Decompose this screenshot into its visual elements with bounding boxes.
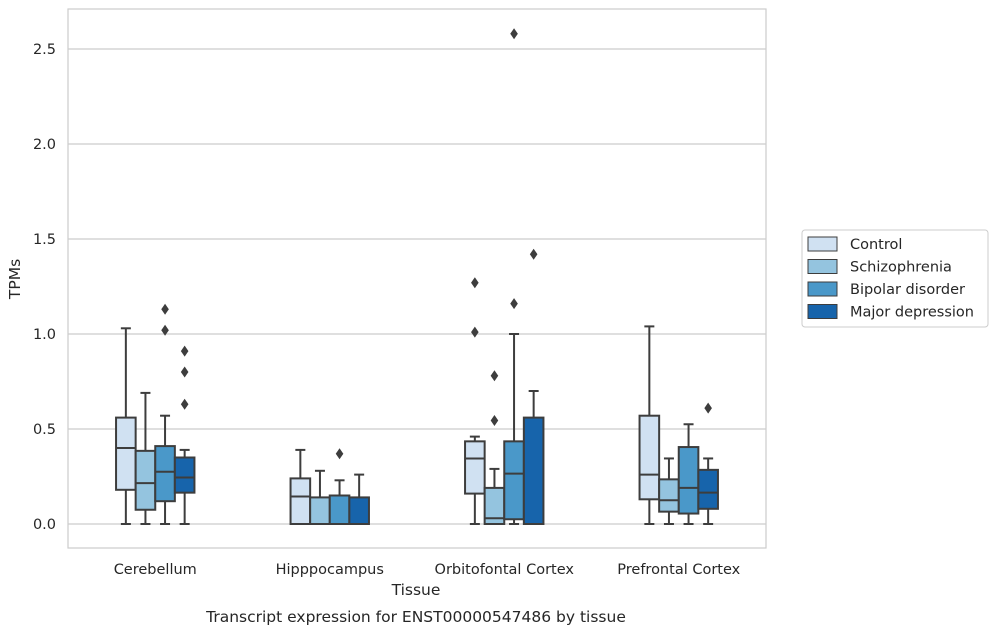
box-body [154,445,176,503]
box-bipolar-disorder [328,448,351,525]
legend-swatch [807,281,838,297]
outlier-point [529,248,538,260]
outlier-point [180,345,189,357]
outlier-point [510,298,518,310]
box-major-depression [522,248,545,526]
outlier-point [161,303,169,315]
chart-caption: Transcript expression for ENST0000054748… [205,608,626,626]
y-tick-label: 2.5 [33,42,56,58]
box-body [134,449,157,511]
box-major-depression [348,473,370,525]
box-major-depression [173,345,196,525]
y-tick-labels: 0.0 0.5 1.0 1.5 2.0 2.5 [33,42,56,533]
box-body [289,477,312,525]
legend-label: Bipolar disorder [850,282,965,298]
outlier-point [704,402,712,414]
box-major-depression [697,402,719,525]
box-body [697,468,719,510]
outlier-point [490,370,499,382]
boxes-layer [115,28,719,526]
x-axis-title: Tissue [391,581,441,599]
box-body [658,478,680,513]
box-schizophrenia [483,370,506,525]
y-axis-title: TPMs [6,259,24,300]
box-body [638,414,661,501]
box-body [677,446,700,515]
legend-swatch [807,236,838,252]
outlier-point [335,448,344,460]
box-schizophrenia [658,457,680,525]
legend-label: Major depression [850,305,974,321]
y-tick-label: 1.5 [33,232,56,248]
legend: Control Schizophrenia Bipolar disorder Majo… [801,229,989,328]
legend-label: Control [850,237,902,253]
legend-frame [801,229,989,328]
box-body [522,416,545,526]
outlier-point [490,414,499,426]
y-tick-label: 0.0 [33,517,56,533]
x-tick-label: Prefrontal Cortex [617,562,740,578]
box-bipolar-disorder [154,303,176,525]
y-tick-label: 2.0 [33,137,56,153]
box-body [348,496,370,525]
y-tick-label: 1.0 [33,327,56,343]
box-body [328,494,351,525]
box-body [173,456,196,494]
x-tick-labels: Cerebellum Hipppocampus Orbitofontal Corte… [114,562,741,578]
box-body [309,496,331,525]
box-body [503,440,525,521]
legend-swatch [807,259,838,274]
x-tick-label: Cerebellum [114,562,197,578]
outlier-point [180,366,189,378]
outlier-point [161,324,169,336]
outlier-point [510,28,518,40]
outlier-point [180,398,189,410]
box-body [115,416,137,491]
legend-label: Schizophrenia [850,260,952,276]
legend-items: Control Schizophrenia Bipolar disorder Majo… [807,236,974,321]
box-control [638,325,661,525]
legend-swatch [807,304,838,319]
x-tick-label: Hipppocampus [276,562,384,578]
outlier-point [471,326,479,338]
x-tick-label: Orbitofontal Cortex [435,562,575,578]
y-tick-label: 0.5 [33,422,56,438]
outlier-point [471,277,479,289]
box-body [464,440,486,495]
box-control [464,277,486,525]
